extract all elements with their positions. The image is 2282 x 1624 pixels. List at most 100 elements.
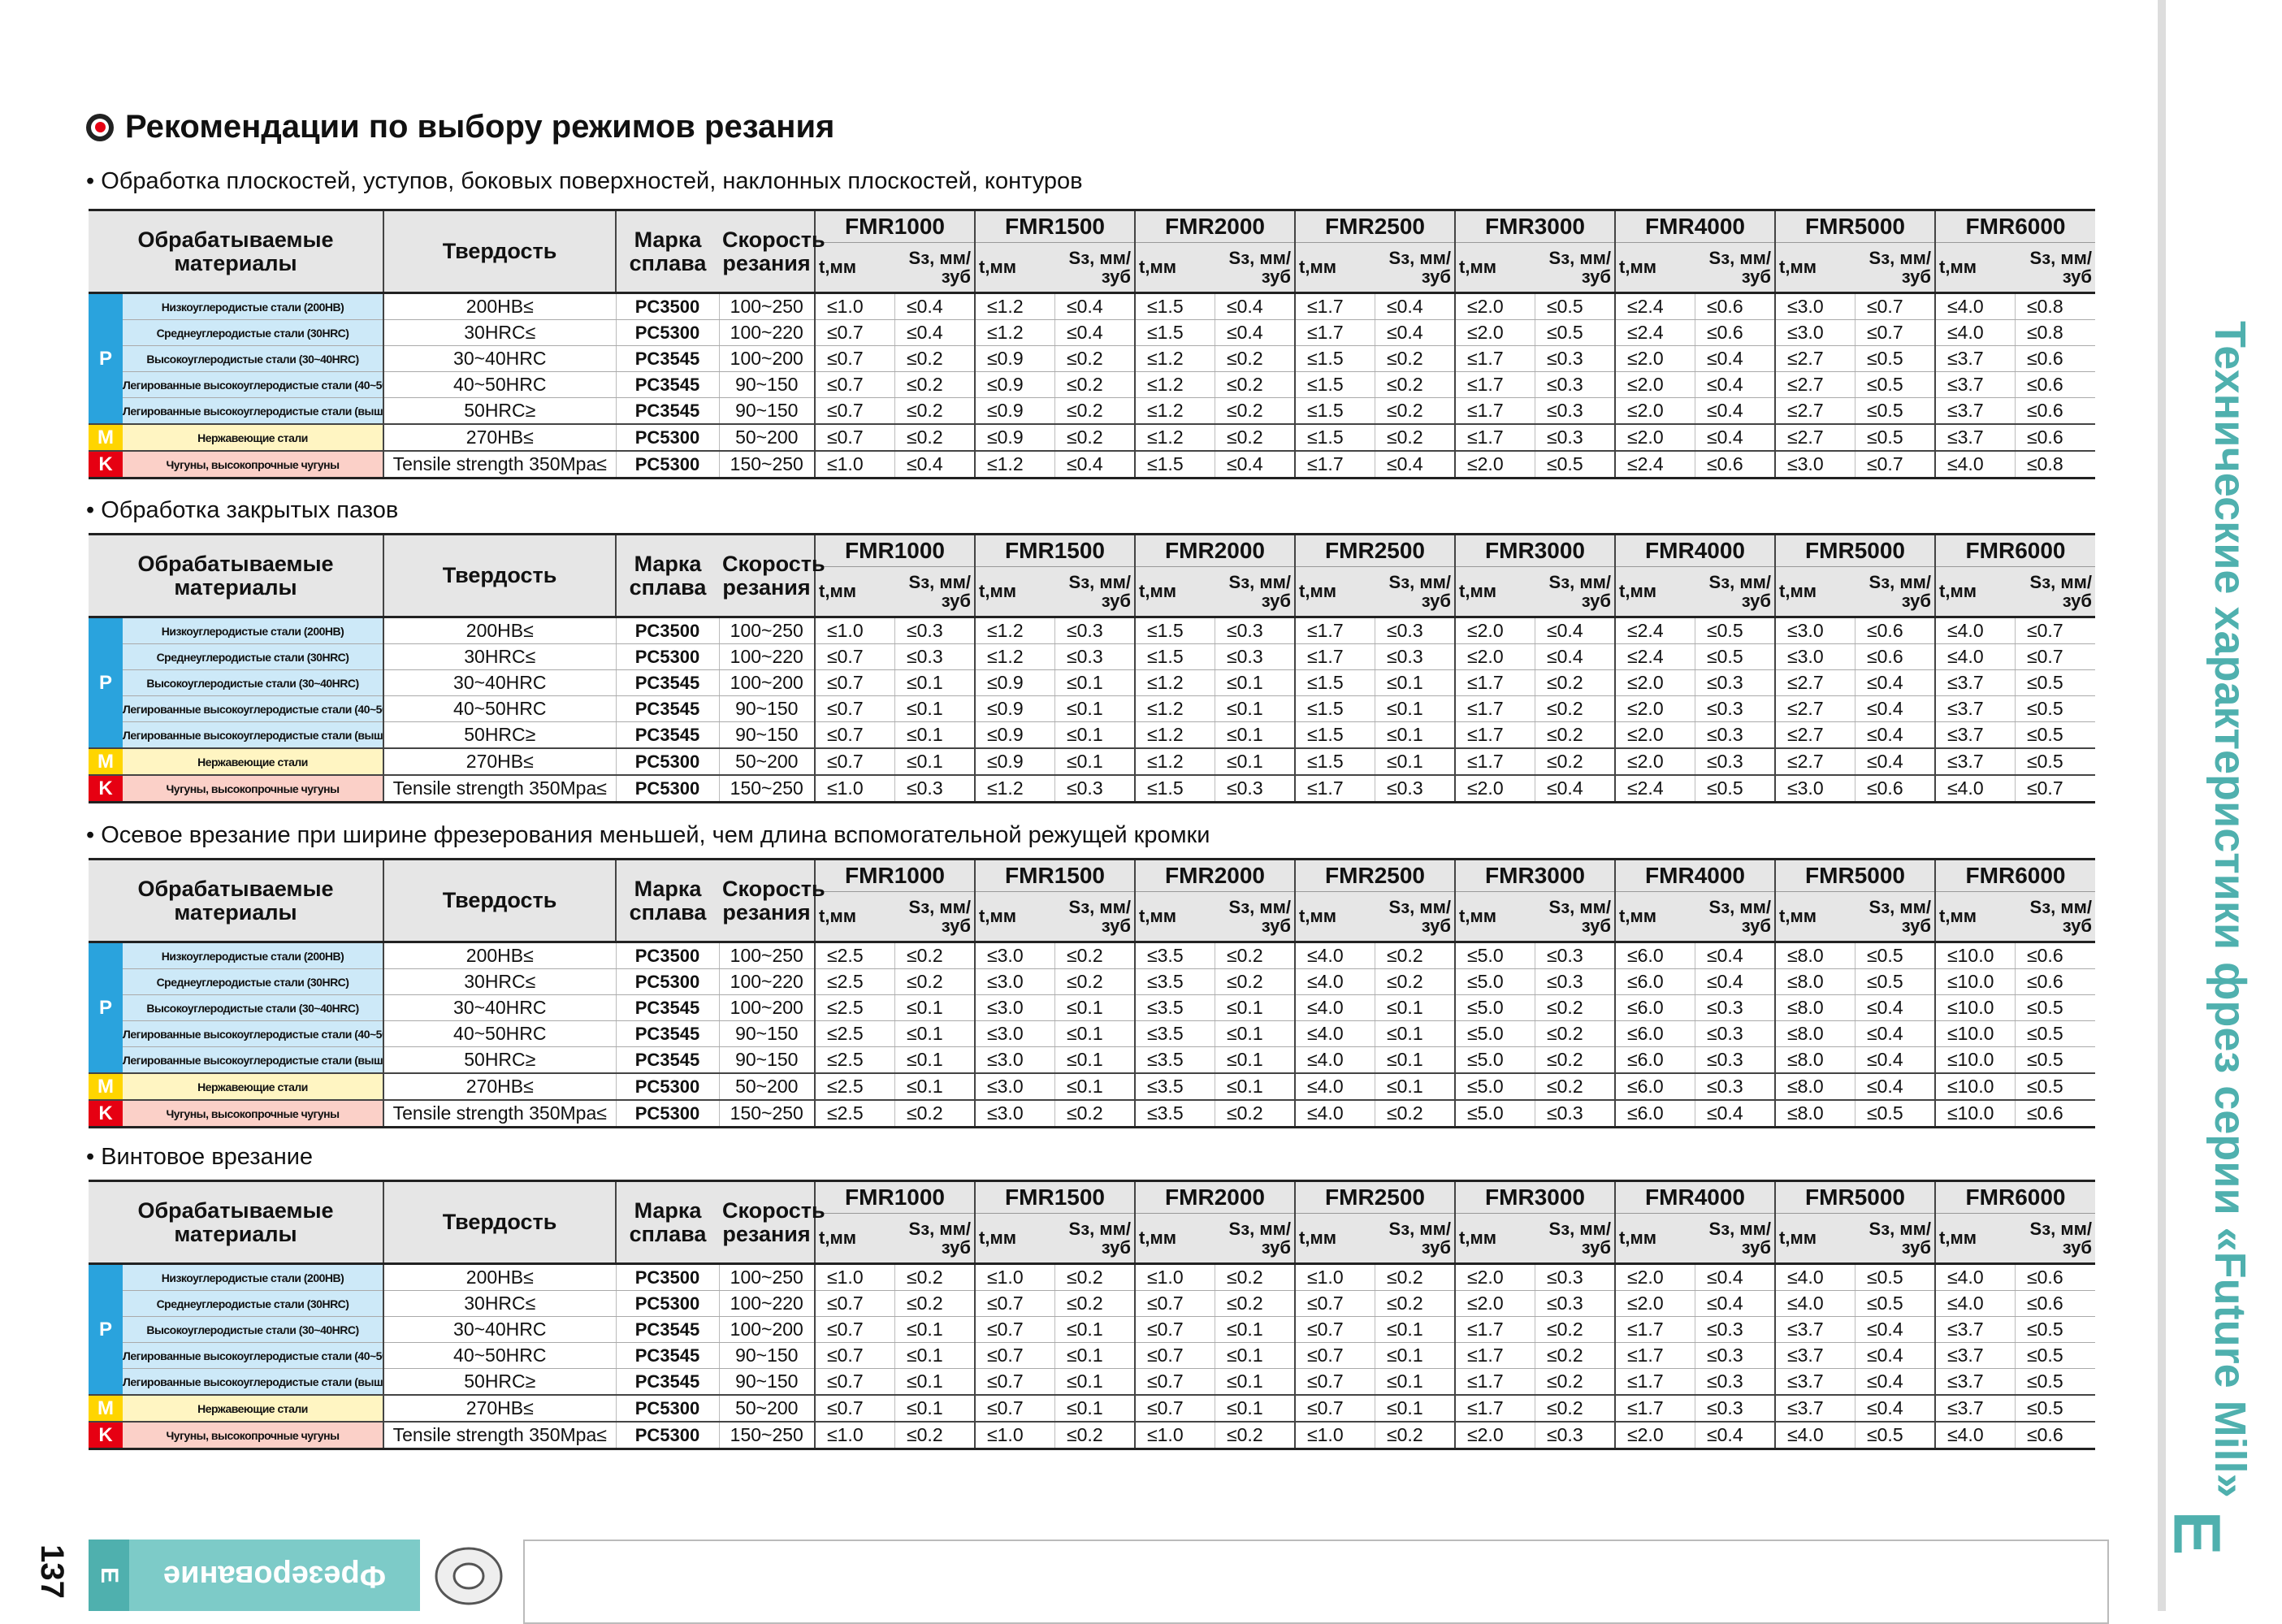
feed-value: ≤0.2 [1215, 942, 1296, 969]
feed-value: ≤0.7 [1855, 319, 1936, 346]
depth-value: ≤1.7 [1294, 451, 1375, 479]
feed-value: ≤0.5 [1535, 292, 1616, 320]
header-s: Sз, мм/зуб [1054, 242, 1136, 294]
depth-value: ≤1.2 [1134, 695, 1215, 722]
depth-value: ≤2.0 [1454, 617, 1535, 644]
header-grade: Марка сплава [616, 859, 720, 943]
grade: PC3545 [616, 1342, 720, 1369]
feed-value: ≤0.2 [1535, 721, 1616, 749]
depth-value: ≤1.5 [1294, 721, 1375, 749]
feed-value: ≤0.3 [1054, 617, 1136, 644]
cutting-table: Обрабатываемые материалы Твердость Марка с… [89, 209, 2096, 479]
feed-value: ≤0.2 [1535, 695, 1616, 722]
data-row: K Чугуны, высокопрочные чугуны Tensile str… [89, 1100, 2096, 1128]
depth-value: ≤2.5 [814, 994, 895, 1021]
depth-value: ≤5.0 [1454, 942, 1535, 969]
header-row: Обрабатываемые материалы Твердость Марка с… [89, 534, 2096, 618]
depth-value: ≤1.2 [974, 451, 1055, 479]
header-s: Sз, мм/зуб [2015, 242, 2096, 294]
data-row: Среднеуглеродистые стали (30HRC) 30HRC≤ PC… [89, 643, 2096, 670]
header-s: Sз, мм/зуб [1695, 242, 1776, 294]
depth-value: ≤2.4 [1614, 319, 1695, 346]
material: Нержавеющие стали [123, 748, 385, 776]
grade: PC3500 [616, 1263, 720, 1291]
depth-value: ≤1.2 [1134, 424, 1215, 452]
header-t: t,мм [1774, 1213, 1855, 1265]
depth-value: ≤3.0 [1774, 292, 1855, 320]
material: Легированные высокоуглеродистые стали (в… [123, 721, 385, 749]
feed-value: ≤0.5 [2015, 1342, 2096, 1369]
depth-value: ≤2.0 [1614, 345, 1695, 372]
depth-value: ≤2.7 [1774, 345, 1855, 372]
feed-value: ≤0.2 [1215, 1290, 1296, 1317]
depth-value: ≤3.7 [1774, 1395, 1855, 1423]
cutting-table: Обрабатываемые материалы Твердость Марка с… [89, 1180, 2096, 1450]
depth-value: ≤2.0 [1614, 1263, 1695, 1291]
depth-value: ≤2.5 [814, 942, 895, 969]
feed-value: ≤0.5 [1855, 424, 1936, 452]
depth-value: ≤1.7 [1294, 292, 1375, 320]
depth-value: ≤2.0 [1454, 643, 1535, 670]
depth-value: ≤1.2 [974, 617, 1055, 644]
feed-value: ≤0.2 [1375, 1290, 1456, 1317]
depth-value: ≤0.7 [814, 424, 895, 452]
depth-value: ≤0.9 [974, 669, 1055, 696]
feed-value: ≤0.2 [894, 1290, 976, 1317]
depth-value: ≤2.7 [1774, 695, 1855, 722]
header-t: t,мм [1614, 891, 1695, 943]
data-row: Легированные высокоуглеродистые стали (4… [89, 1020, 2096, 1047]
feed-value: ≤0.4 [1855, 748, 1936, 776]
depth-value: ≤4.0 [1294, 1100, 1375, 1128]
grade: PC3545 [616, 1368, 720, 1396]
feed-value: ≤0.4 [1695, 1263, 1776, 1291]
material: Нержавеющие стали [123, 1395, 385, 1423]
header-t: t,мм [1614, 566, 1695, 618]
feed-value: ≤0.4 [1855, 695, 1936, 722]
depth-value: ≤1.2 [1134, 371, 1215, 398]
grade: PC5300 [616, 748, 720, 776]
hardness: 40~50HRC [383, 695, 617, 722]
depth-value: ≤0.7 [814, 1290, 895, 1317]
depth-value: ≤3.7 [1934, 345, 2016, 372]
grade: PC3545 [616, 721, 720, 749]
feed-value: ≤0.1 [1054, 1046, 1136, 1074]
depth-value: ≤0.7 [814, 695, 895, 722]
feed-value: ≤0.5 [1855, 371, 1936, 398]
feed-value: ≤0.2 [1535, 748, 1616, 776]
depth-value: ≤4.0 [1774, 1290, 1855, 1317]
depth-value: ≤2.7 [1774, 371, 1855, 398]
depth-value: ≤2.0 [1614, 721, 1695, 749]
depth-value: ≤0.7 [1134, 1290, 1215, 1317]
feed-value: ≤0.1 [1375, 669, 1456, 696]
data-row: K Чугуны, высокопрочные чугуны Tensile str… [89, 775, 2096, 803]
depth-value: ≤5.0 [1454, 1020, 1535, 1047]
feed-value: ≤0.4 [1535, 775, 1616, 803]
title-text: Рекомендации по выбору режимов резания [125, 109, 835, 145]
depth-value: ≤0.9 [974, 345, 1055, 372]
feed-value: ≤0.1 [1375, 1046, 1456, 1074]
feed-value: ≤0.4 [1855, 1316, 1936, 1343]
feed-value: ≤0.2 [1054, 345, 1136, 372]
grade: PC5300 [616, 1100, 720, 1128]
feed-value: ≤0.1 [894, 994, 976, 1021]
group-label: M [89, 1395, 123, 1423]
feed-value: ≤0.2 [1215, 968, 1296, 995]
feed-value: ≤0.5 [2015, 1368, 2096, 1396]
feed-value: ≤0.4 [1054, 319, 1136, 346]
feed-value: ≤0.1 [1215, 669, 1296, 696]
depth-value: ≤2.4 [1614, 451, 1695, 479]
material: Среднеуглеродистые стали (30HRC) [123, 319, 385, 346]
speed: 90~150 [719, 1342, 816, 1369]
depth-value: ≤1.5 [1134, 292, 1215, 320]
depth-value: ≤3.7 [1934, 721, 2016, 749]
header-model: FMR1500 [974, 859, 1136, 892]
speed: 150~250 [719, 1100, 816, 1128]
depth-value: ≤1.0 [974, 1422, 1055, 1450]
feed-value: ≤0.3 [1054, 775, 1136, 803]
depth-value: ≤1.7 [1454, 748, 1535, 776]
feed-value: ≤0.2 [894, 1422, 976, 1450]
depth-value: ≤6.0 [1614, 1046, 1695, 1074]
feed-value: ≤0.6 [2015, 942, 2096, 969]
material: Чугуны, высокопрочные чугуны [123, 451, 385, 479]
material: Высокоуглеродистые стали (30~40HRC) [123, 345, 385, 372]
